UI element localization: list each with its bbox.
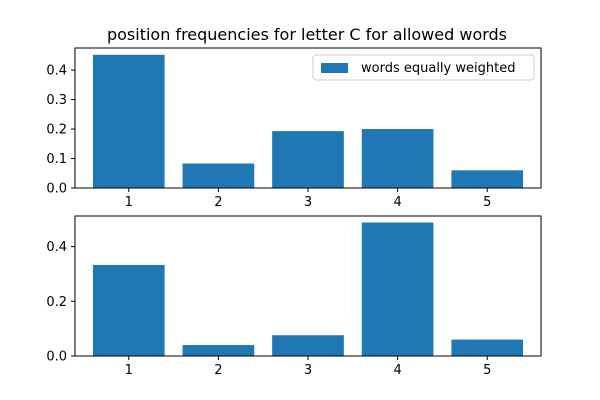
legend-box [312, 54, 535, 81]
y-tick-label: 0.0 [46, 350, 67, 365]
x-tick-label: 4 [393, 363, 401, 378]
bar-bottom-3 [272, 335, 344, 356]
bar-top-3 [272, 131, 344, 188]
bar-bottom-5 [451, 339, 524, 356]
x-tick-label: 3 [304, 195, 312, 210]
y-tick-label: 0.0 [46, 182, 67, 197]
top-subplot: 1 2 3 4 5 0.0 0.1 0.2 0.3 0.4 words equally weight… [46, 47, 542, 210]
x-tick-label: 4 [393, 195, 401, 210]
x-tick-label: 5 [483, 195, 491, 210]
bar-top-2 [182, 163, 255, 188]
legend-label: words equally weighted [361, 61, 515, 76]
legend-swatch [321, 63, 348, 73]
y-tick-label: 0.3 [46, 93, 67, 108]
bar-top-5 [451, 170, 524, 188]
x-tick-label: 1 [125, 195, 133, 210]
y-tick-label: 0.2 [46, 123, 67, 138]
y-tick-label: 0.4 [46, 64, 67, 79]
x-tick-label: 3 [304, 363, 312, 378]
x-tick-label: 1 [125, 363, 133, 378]
y-tick-label: 0.2 [46, 295, 67, 310]
y-tick-label: 0.4 [46, 240, 67, 255]
x-tick-label: 2 [214, 195, 222, 210]
bar-bottom-1 [92, 264, 165, 356]
y-tick-label: 0.1 [46, 152, 67, 167]
chart-title: position frequencies for letter C for al… [107, 25, 507, 44]
legend: words equally weighted [312, 54, 535, 81]
x-tick-label: 2 [214, 363, 222, 378]
bar-top-1 [92, 54, 165, 188]
bottom-subplot: 1 2 3 4 5 0.0 0.2 0.4 [46, 215, 542, 378]
x-tick-label: 5 [483, 363, 491, 378]
bar-bottom-2 [182, 345, 255, 356]
bar-bottom-4 [361, 222, 434, 356]
bar-top-4 [361, 129, 434, 188]
